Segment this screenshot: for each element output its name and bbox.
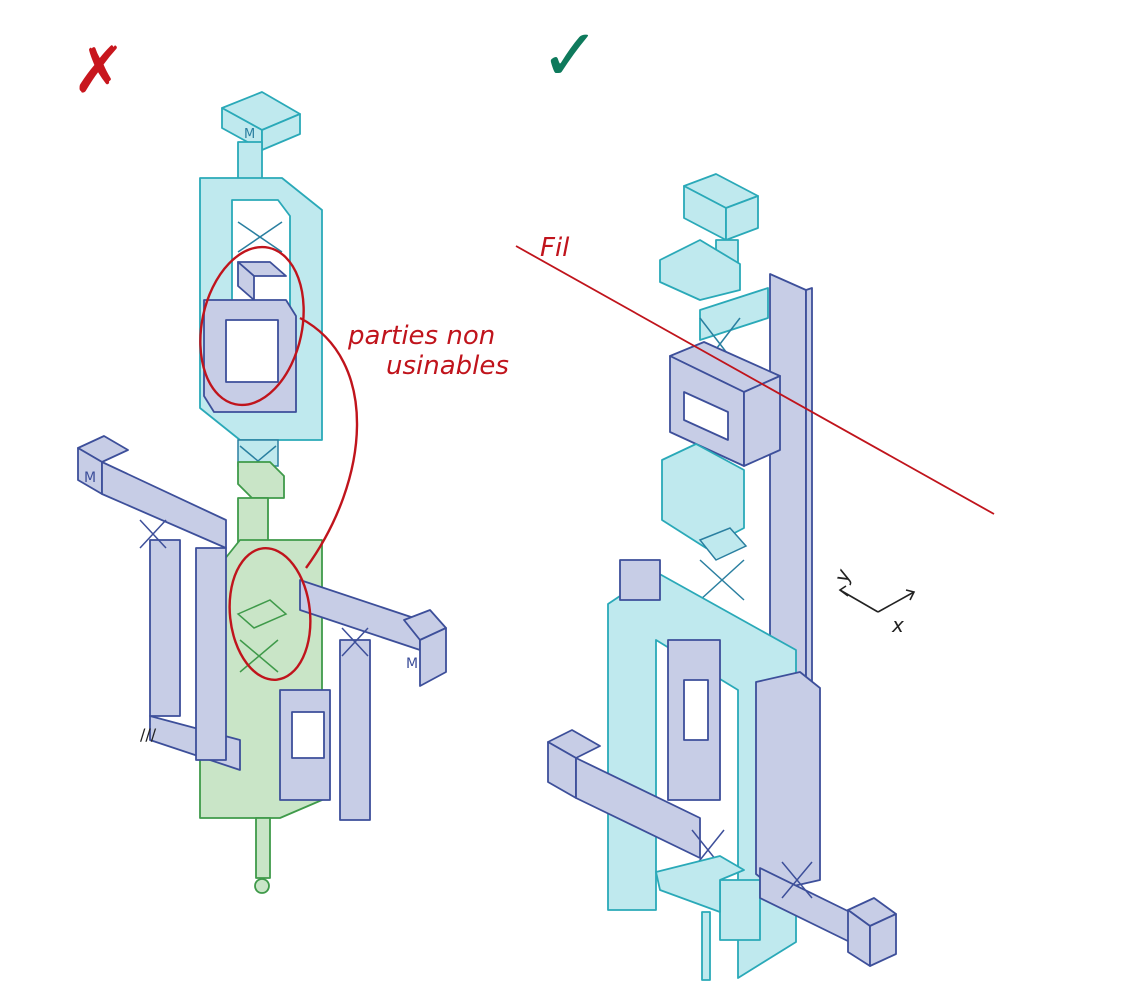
left-top-mass-label: M [244, 127, 255, 142]
wire-label: Fil [540, 233, 570, 263]
left-arm-flexure [139, 519, 167, 549]
right-lower-left-arm [547, 729, 701, 859]
left-blue-right-arm [279, 579, 447, 821]
right-blue-post [769, 273, 813, 701]
right-top-cyan [659, 173, 769, 341]
right-mechanism [547, 173, 897, 981]
left-mass-label: M [84, 470, 96, 486]
ground-symbol: /// [140, 725, 157, 744]
wire-cut-line [515, 245, 995, 515]
axis-y-arrow [839, 589, 879, 613]
check-mark: ✓ [540, 13, 600, 97]
annotation-parties-line2: usinables [386, 351, 509, 381]
right-middle-cyan [661, 443, 745, 549]
left-inner-blue-frame [203, 261, 297, 413]
axis-y-label: y [829, 565, 856, 586]
left-blue-left-arm [77, 435, 241, 771]
highlight-connector [299, 316, 359, 569]
left-flexure-upper [237, 221, 283, 253]
axis-x-label: x [891, 613, 904, 637]
axis-indicator [838, 585, 916, 613]
right-flexure-middle [698, 527, 748, 601]
axis-x-arrow [877, 591, 915, 613]
right-lower-right-arm [759, 867, 897, 967]
cross-mark: ✗ [72, 34, 126, 108]
highlight-lower [228, 547, 312, 681]
non-machinable-highlights [199, 245, 359, 681]
left-mechanism: M [77, 91, 447, 894]
right-arm-flexure [341, 627, 369, 657]
right-large-cyan-frame [607, 571, 797, 979]
left-flexure-lower [236, 599, 288, 673]
right-blue-frame [669, 341, 781, 467]
highlight-upper [199, 245, 305, 407]
annotation-parties-line1: parties non [347, 321, 495, 351]
right-mass-label: M [406, 656, 418, 672]
right-bottom-foot [655, 855, 745, 981]
right-inner-blue [619, 559, 821, 891]
